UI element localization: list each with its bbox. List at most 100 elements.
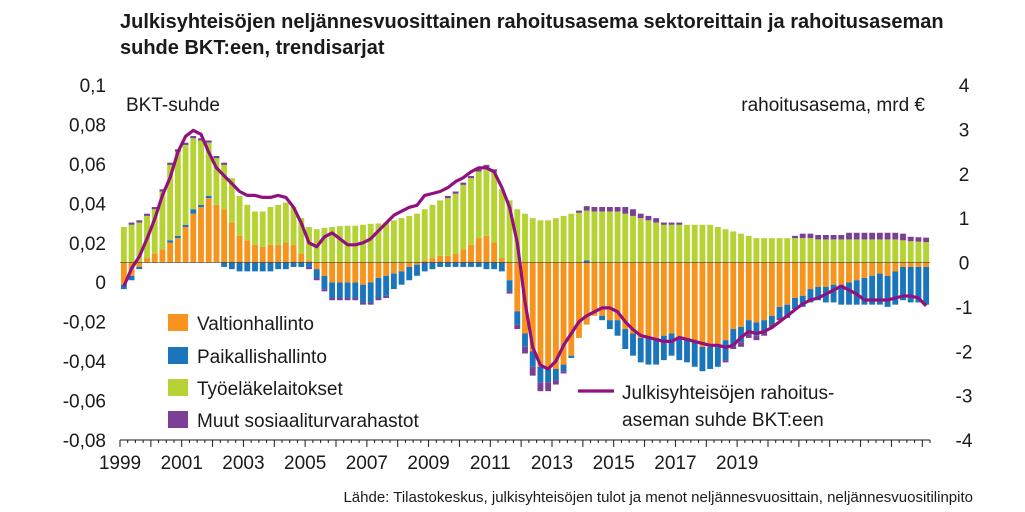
bar-segment: [552, 369, 559, 381]
bar-segment: [583, 262, 590, 325]
bar-segment: [421, 262, 428, 272]
bar-segment: [383, 295, 390, 298]
bar-segment: [552, 262, 559, 369]
bar-segment: [637, 218, 644, 263]
bar-segment: [313, 262, 320, 270]
bar-segment: [236, 262, 243, 272]
bar-segment: [614, 262, 621, 321]
bar-segment: [576, 210, 582, 213]
x-tick-label: 2007: [346, 453, 388, 474]
bar-segment: [144, 258, 150, 263]
bar-segment: [468, 175, 474, 179]
bar-segment: [923, 237, 930, 243]
bar-segment: [915, 262, 922, 267]
bar-segment: [784, 238, 791, 263]
bar-segment: [799, 233, 806, 239]
bar-segment: [576, 262, 582, 338]
bar-segment: [275, 262, 282, 270]
bar-segment: [784, 262, 791, 305]
bar-segment: [807, 262, 814, 290]
line-legend-text-2: aseman suhde BKT:een: [622, 410, 824, 431]
bar-segment: [329, 298, 336, 301]
bar-segment: [390, 262, 397, 274]
bar-segment: [159, 249, 166, 263]
bar-segment: [576, 212, 582, 263]
x-tick-label: 1999: [99, 453, 141, 474]
bar-segment: [606, 207, 613, 212]
bar-segment: [776, 306, 783, 318]
bar-segment: [822, 234, 829, 240]
left-tick-label: 0,1: [80, 76, 106, 97]
bar-segment: [221, 162, 228, 165]
bar-segment: [290, 262, 297, 267]
bar-segment: [846, 262, 852, 283]
bar-segment: [684, 337, 690, 363]
bar-segment: [892, 271, 899, 305]
bar-segment: [630, 215, 636, 263]
legend-swatch-tyoelakelaitokset: [168, 379, 188, 396]
bar-segment: [275, 204, 282, 245]
bar-segment: [483, 164, 490, 168]
bar-segment: [622, 262, 629, 330]
bar-segment: [776, 317, 783, 321]
bar-segment: [460, 262, 467, 267]
bar-segment: [583, 210, 590, 261]
bar-segment: [545, 262, 552, 369]
bar-segment: [221, 164, 228, 210]
bar-segment: [298, 253, 305, 263]
bar-segment: [699, 346, 706, 372]
bar-segment: [699, 224, 706, 263]
bar-segment: [421, 209, 428, 261]
bar-segment: [884, 262, 891, 276]
bar-segment: [228, 178, 235, 223]
bar-segment: [799, 262, 806, 296]
bar-segment: [267, 207, 274, 245]
bar-segment: [506, 280, 513, 292]
bar-segment: [884, 232, 891, 240]
bar-segment: [336, 226, 343, 263]
bar-segment: [676, 222, 683, 225]
bar-segment: [267, 262, 274, 272]
bar-segment: [714, 227, 721, 263]
bar-segment: [923, 266, 930, 305]
bar-segment: [660, 224, 667, 263]
bar-segment: [267, 244, 274, 263]
bar-segment: [313, 269, 320, 279]
bar-segment: [853, 239, 860, 263]
bar-segment: [776, 262, 783, 307]
bar-segment: [622, 213, 629, 263]
x-tick-label: 2019: [716, 453, 758, 474]
bar-segment: [128, 222, 135, 225]
bar-segment: [367, 282, 374, 303]
bar-segment: [830, 239, 837, 263]
bar-segment: [537, 382, 544, 392]
bar-segment: [213, 204, 220, 263]
bar-segment: [923, 262, 930, 267]
bar-segment: [784, 304, 791, 316]
bar-segment: [460, 249, 467, 263]
bar-segment: [244, 240, 251, 263]
bar-segment: [776, 238, 783, 263]
bar-segment: [390, 273, 397, 290]
bar-segment: [537, 262, 544, 367]
bar-segment: [552, 218, 559, 263]
bar-segment: [136, 262, 143, 267]
bar-segment: [198, 207, 204, 263]
legend: Valtionhallinto Paikallishallinto Työelä…: [168, 314, 419, 432]
bar-segment: [483, 235, 490, 263]
bar-segment: [900, 233, 906, 241]
bar-segment: [653, 222, 660, 263]
right-tick-label: -2: [956, 342, 973, 363]
bar-segment: [738, 326, 744, 343]
bar-segment: [128, 275, 135, 281]
bar-segment: [498, 189, 505, 259]
bar-segment: [522, 346, 528, 354]
bar-segment: [213, 158, 220, 205]
bar-segment: [907, 236, 914, 242]
bar-segment: [645, 215, 652, 221]
bar-segment: [660, 262, 667, 336]
bar-segment: [560, 215, 567, 263]
left-axis-label: BKT-suhde: [126, 95, 220, 116]
bar-segment: [730, 262, 737, 330]
bar-segment: [429, 262, 436, 270]
